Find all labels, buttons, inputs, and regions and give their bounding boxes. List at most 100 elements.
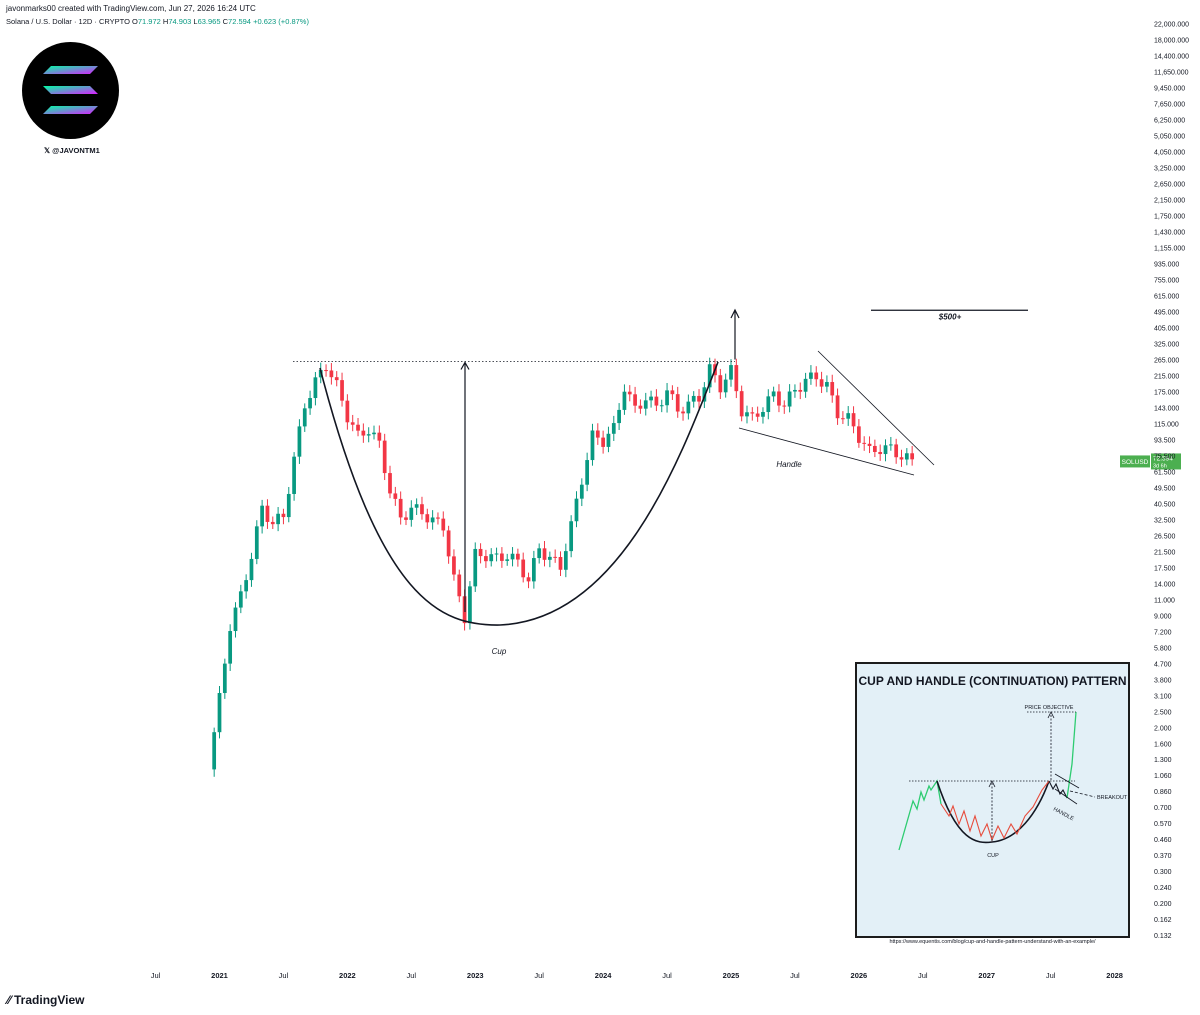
price-tick-label: 325.000 [1154, 342, 1179, 349]
candle-body [659, 405, 664, 407]
last-price-symbol: SOLUSD [1122, 459, 1149, 466]
candle-body [904, 453, 909, 460]
price-tick-label: 1.060 [1154, 773, 1172, 780]
time-tick-label: 2022 [339, 971, 356, 980]
ohlc-open-label: O [132, 17, 138, 26]
price-tick-label: 26.500 [1154, 533, 1176, 540]
price-tick-label: 4.700 [1154, 661, 1172, 668]
candle-body [665, 390, 669, 406]
time-axis[interactable]: Jul 2021 Jul 2022 Jul 2023 Jul 2024 Jul 2025 Jul 20… [151, 971, 1123, 980]
candle-body [633, 394, 637, 406]
candle-body [526, 577, 531, 582]
candle-body [473, 548, 478, 587]
candle-body [468, 586, 472, 624]
candle-body [729, 365, 733, 380]
price-tick-label: 0.460 [1154, 837, 1172, 844]
breakout-arrowhead [730, 308, 740, 319]
candle-body [627, 391, 632, 395]
candle-body [681, 411, 685, 414]
price-axis[interactable]: 22,000.000 18,000.000 14,400.000 11,650.000… [1154, 22, 1189, 940]
time-tick-label: 2025 [723, 971, 740, 980]
price-tick-label: 9.000 [1154, 613, 1172, 620]
inset-handle-price [1048, 780, 1068, 799]
candle-body [404, 517, 408, 520]
candle-body [420, 504, 424, 515]
time-tick-label: 2027 [978, 971, 995, 980]
pattern-explainer-inset: CUP AND HANDLE (CONTINUATION) PATTERN PR… [855, 662, 1130, 938]
price-tick-label: 7.200 [1154, 629, 1172, 636]
candle-body [244, 580, 249, 592]
candle-body [809, 372, 813, 379]
candle-body [638, 405, 643, 409]
candle-body [643, 400, 648, 409]
price-tick-label: 75.500 [1154, 453, 1176, 460]
candle-body [862, 442, 867, 444]
candle-body [697, 395, 701, 402]
time-tick-label: Jul [918, 971, 928, 980]
time-tick-label: Jul [151, 971, 161, 980]
candle-body [516, 553, 520, 560]
candle-body [723, 379, 728, 393]
symbol-ohlc-line: Solana / U.S. Dollar · 12D · CRYPTO O71.… [6, 17, 309, 26]
last-price-symbol-tag [1120, 455, 1150, 468]
candle-body [819, 379, 824, 387]
inset-cup-label: CUP [987, 853, 999, 859]
candle-body [553, 556, 558, 558]
candle-body [857, 426, 861, 443]
price-tick-label: 1,750.000 [1154, 214, 1185, 221]
candle-body [409, 507, 414, 520]
candle-body [675, 394, 680, 412]
inset-title: CUP AND HANDLE (CONTINUATION) PATTERN [858, 674, 1127, 688]
price-tick-label: 1,430.000 [1154, 230, 1185, 237]
candle-body [579, 484, 584, 499]
candle-body [814, 372, 819, 380]
candle-body [841, 418, 845, 420]
tradingview-brand[interactable]: ⁄⁄ TradingView [7, 993, 84, 1007]
candle-body [670, 390, 675, 395]
candle-body [238, 591, 243, 608]
candle-body [313, 377, 318, 399]
price-tick-label: 9,450.000 [1154, 86, 1185, 93]
time-tick-label: Jul [534, 971, 544, 980]
handle-upper-trendline [817, 350, 935, 466]
price-tick-label: 32.500 [1154, 517, 1176, 524]
candle-body [771, 391, 776, 397]
last-price-countdown: 3d 6h [1153, 463, 1167, 469]
candle-body [302, 408, 307, 427]
time-tick-label: Jul [790, 971, 800, 980]
candle-body [745, 412, 749, 417]
candle-body [260, 505, 264, 527]
candle-body [622, 391, 627, 410]
ohlc-change: +0.623 (+0.87%) [253, 17, 309, 26]
candle-body [414, 504, 419, 508]
price-tick-label: 495.000 [1154, 310, 1179, 317]
candle-body [265, 505, 270, 522]
price-tick-label: 755.000 [1154, 278, 1179, 285]
candle-body [228, 631, 233, 664]
inset-breakout-pointer [1069, 790, 1096, 798]
candle-body [494, 553, 499, 555]
symbol-name[interactable]: Solana / U.S. Dollar · 12D · CRYPTO [6, 17, 130, 26]
time-tick-label: 2023 [467, 971, 484, 980]
candle-body [324, 370, 328, 372]
candle-body [489, 554, 494, 562]
candle-body [281, 513, 286, 518]
candle-body [484, 556, 488, 562]
inset-source-url[interactable]: https://www.equentis.com/blog/cup-and-ha… [889, 939, 1096, 945]
candle-body [500, 553, 504, 561]
candle-body [611, 423, 616, 434]
price-tick-label: 0.370 [1154, 853, 1172, 860]
inset-handle-lower-line [1054, 788, 1078, 805]
candle-body [212, 732, 217, 770]
time-tick-label: Jul [662, 971, 672, 980]
inset-handle-upper-line [1054, 773, 1080, 789]
cup-label: Cup [492, 647, 507, 656]
x-twitter-icon: 𝕏 [44, 146, 53, 155]
candle-body [329, 370, 334, 378]
inset-handle-label: HANDLE [1052, 806, 1075, 822]
candle-body [782, 405, 787, 407]
price-tick-label: 175.000 [1154, 389, 1179, 396]
price-tick-label: 5,050.000 [1154, 134, 1185, 141]
price-tick-label: 7,650.000 [1154, 102, 1185, 109]
